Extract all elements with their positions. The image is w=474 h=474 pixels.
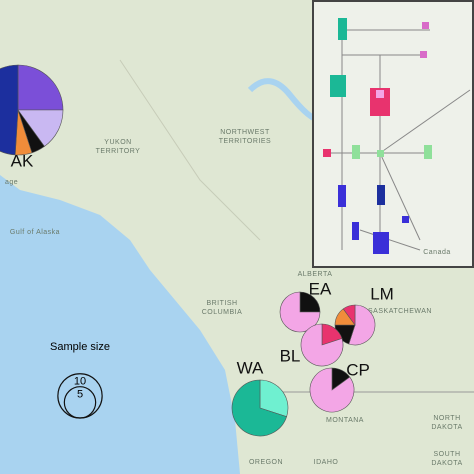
pie-label: WA: [237, 358, 264, 377]
map-label: YUKON: [104, 139, 131, 146]
map-label: OREGON: [249, 459, 283, 466]
map-label: DAKOTA: [431, 460, 462, 467]
map-label: MONTANA: [326, 417, 364, 424]
map-label: Gulf of Alaska: [10, 229, 60, 236]
legend: Sample size: [50, 341, 110, 353]
map-label: TERRITORIES: [219, 138, 271, 145]
inset: [312, 0, 474, 268]
pie-slice: [259, 379, 289, 418]
map-label: SASKATCHEWAN: [368, 308, 432, 315]
pie-slice: [279, 291, 321, 333]
pie-slice: [299, 291, 321, 313]
pie-slice: [0, 64, 19, 156]
size-label: 5: [77, 389, 83, 401]
map-label: COLUMBIA: [202, 309, 243, 316]
map-label: age: [5, 179, 18, 186]
map-label: NORTHWEST: [220, 129, 270, 136]
map-label: DAKOTA: [431, 424, 462, 431]
pie-slice: [309, 367, 355, 413]
size-circle: [63, 386, 97, 419]
map-label: NORTH: [433, 415, 460, 422]
map-label: ALBERTA: [298, 271, 333, 278]
border: [119, 59, 261, 241]
pie-label: CP: [346, 360, 370, 379]
pie-label: BL: [280, 346, 301, 365]
inset-frame: [312, 0, 474, 268]
pie-label: EA: [309, 279, 332, 298]
pie-slice: [231, 379, 288, 437]
pie-slice: [348, 304, 376, 346]
map-label: IDAHO: [314, 459, 339, 466]
map-label: TERRITORY: [96, 148, 141, 155]
pie-slice: [342, 304, 356, 326]
ocean: [0, 175, 240, 474]
legend-title: Sample size: [50, 341, 110, 353]
size-label: 10: [74, 376, 86, 388]
pie-label: LM: [370, 284, 394, 303]
map-label: SOUTH: [434, 451, 461, 458]
map-label: BRITISH: [206, 300, 237, 307]
pie-label: AK: [11, 151, 34, 170]
pie-slice: [17, 64, 64, 111]
map-label: Canada: [423, 249, 451, 256]
pie-slice: [300, 323, 344, 367]
